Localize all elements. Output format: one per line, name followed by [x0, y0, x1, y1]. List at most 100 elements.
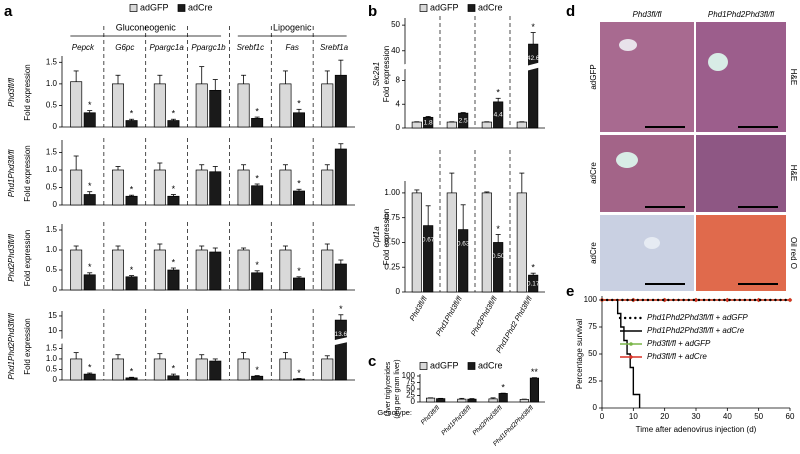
y-axis-label: Fold expression: [23, 64, 32, 120]
y-tick-label: 0: [411, 397, 416, 406]
gene-label: Slc2a1: [372, 62, 381, 86]
significance: *: [531, 22, 535, 32]
y-tick-label: 50: [406, 384, 415, 393]
bar: [481, 121, 492, 129]
bar: [251, 272, 264, 291]
category-label: Srebf1a: [320, 43, 349, 52]
legend-swatch: [419, 4, 428, 12]
legend-label: adGFP: [140, 2, 169, 12]
y-tick-label: 0.75: [384, 213, 400, 222]
value-label: 0.67: [422, 236, 435, 243]
category-label: Phd2Phd3fl/fl: [471, 404, 504, 437]
bar: [321, 169, 334, 206]
y-axis-label: Fold expression: [23, 230, 32, 286]
panel-letter: d: [566, 3, 575, 20]
bar: [334, 148, 347, 206]
category-label: Phd1Phd2 Phd3fl/fl: [494, 294, 534, 354]
bar: [125, 195, 138, 206]
y-tick-label: 1.5: [46, 344, 58, 353]
significance: *: [255, 106, 259, 116]
axis-break: [527, 62, 539, 71]
vessel: [644, 237, 660, 249]
row-label: adCre: [589, 162, 598, 184]
bar: [125, 120, 138, 128]
bar: [334, 74, 347, 128]
y-tick-label: 100: [584, 295, 598, 304]
bar: [321, 249, 334, 291]
significance: *: [297, 368, 301, 378]
significance: *: [496, 88, 500, 98]
axis-break: [58, 337, 66, 346]
bar: [279, 169, 292, 206]
bar: [411, 121, 422, 129]
bar: [488, 398, 498, 403]
significance: *: [255, 365, 259, 375]
y-tick-label: 0.50: [384, 238, 400, 247]
y-tick-label: 15: [48, 311, 57, 320]
micrographs: [600, 22, 786, 291]
category-label: Pepck: [72, 43, 95, 52]
bar: [334, 263, 347, 291]
y-tick-label: 0.5: [46, 365, 58, 374]
x-tick-label: 30: [692, 412, 701, 421]
y-tick-label: 50: [391, 20, 400, 29]
legend-label: Phd3fl/fl + adGFP: [647, 339, 711, 348]
bar: [195, 358, 208, 381]
significance: *: [339, 304, 343, 314]
legend-label: adCre: [478, 360, 503, 370]
significance: *: [172, 109, 176, 119]
x-tick-label: 0: [600, 412, 605, 421]
image: [696, 22, 786, 132]
image: [696, 135, 786, 212]
category-label: Phd3fl/fl: [420, 404, 442, 426]
group-label: Gluconeogenic: [116, 22, 177, 32]
y-tick-label: 4: [396, 99, 401, 108]
bar: [292, 112, 305, 128]
legend-label: Phd1Phd2Phd3fl/fl + adCre: [647, 326, 745, 335]
x-tick-label: 20: [660, 412, 669, 421]
bar: [195, 249, 208, 291]
x-tick-label: 40: [723, 412, 732, 421]
y-tick-label: 1.5: [46, 225, 58, 234]
marker: [787, 297, 793, 303]
legend-label: adCre: [478, 2, 503, 12]
bar: [292, 277, 305, 291]
bar: [493, 242, 504, 293]
category-label: Phd2Phd3fl/fl: [469, 294, 499, 337]
y-tick-label: 0.5: [46, 265, 58, 274]
significance: *: [297, 179, 301, 189]
legend-label: adGFP: [430, 2, 459, 12]
bar: [167, 269, 180, 291]
category-label: Srebf1c: [237, 43, 265, 52]
significance: *: [88, 100, 92, 110]
bar: [70, 249, 83, 291]
bar: [70, 169, 83, 206]
bar: [519, 399, 529, 403]
bar: [112, 358, 125, 381]
row-label: Phd1Phd2Phd3fl/fl: [7, 313, 16, 379]
image: [600, 215, 694, 291]
x-tick-label: 60: [786, 412, 795, 421]
panel-letter: c: [368, 353, 376, 370]
category-label: Ppargc1a: [150, 43, 185, 52]
significance: *: [130, 185, 134, 195]
value-label: 42.6: [527, 55, 540, 62]
x-tick-label: 50: [754, 412, 763, 421]
y-tick-label: 25: [406, 391, 415, 400]
row-label: adGFP: [589, 64, 598, 89]
legend-swatch: [467, 4, 476, 12]
legend-label: Phd3fl/fl + adCre: [647, 352, 707, 361]
value-label: 1.8: [424, 119, 433, 126]
category-label: Phd1Phd3fl/fl: [434, 294, 464, 337]
bar: [237, 169, 250, 206]
significance: *: [496, 224, 500, 234]
y-tick-label: 1.5: [46, 57, 58, 66]
category-label: Phd1Phd3fl/fl: [440, 404, 473, 437]
vessel: [708, 53, 728, 71]
y-tick-label: 75: [588, 322, 597, 331]
bar: [153, 358, 166, 381]
image: [600, 22, 694, 132]
category-label: Phd3fl/fl: [408, 294, 430, 322]
y-tick-label: 1.5: [46, 148, 58, 157]
